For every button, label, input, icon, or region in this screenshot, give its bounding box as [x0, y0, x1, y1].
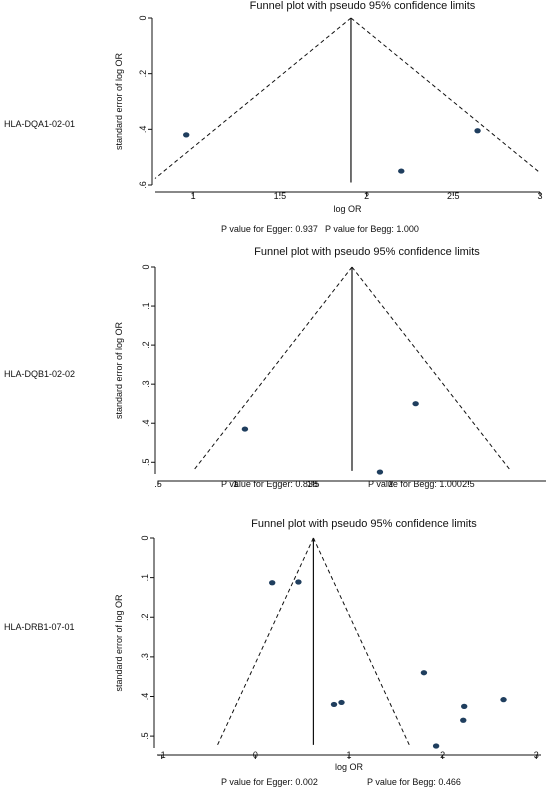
egger-p-value: P value for Egger: 0.937	[221, 224, 318, 234]
y-tick-label: .2	[140, 613, 150, 621]
y-tick-label: .2	[141, 341, 151, 349]
x-tick-label: 2	[440, 750, 445, 760]
row-label: HLA-DQA1-02-01	[4, 119, 75, 129]
y-tick-label: .3	[140, 653, 150, 661]
funnel-left-limit	[192, 266, 353, 472]
begg-p-value: P value for Begg: 1.000	[325, 224, 419, 234]
x-tick-label: 2	[388, 479, 393, 489]
study-point	[420, 670, 428, 676]
x-tick-label: 0	[253, 750, 258, 760]
study-point	[330, 701, 338, 708]
y-tick-label: .2	[138, 70, 148, 78]
chart-title: Funnel plot with pseudo 95% confidence l…	[254, 246, 480, 258]
x-tick-label: 2.5	[447, 191, 460, 201]
study-point	[398, 168, 405, 174]
funnel-left-limit	[217, 537, 314, 746]
y-tick-label: 0	[138, 15, 148, 20]
y-axis-label: standard error of log OR	[114, 321, 124, 419]
study-point	[460, 717, 467, 723]
x-tick-label: 1.5	[274, 191, 287, 201]
y-tick-label: .4	[138, 126, 148, 134]
study-point	[183, 132, 190, 138]
x-axis-label: log OR	[335, 762, 364, 772]
chart-title: Funnel plot with pseudo 95% confidence l…	[251, 518, 477, 530]
y-tick-label: .5	[140, 732, 150, 740]
egger-p-value: P value for Egger: 0.002	[221, 777, 318, 787]
study-point	[461, 703, 468, 709]
x-tick-label: 2	[364, 191, 369, 201]
y-tick-label: .5	[141, 459, 151, 467]
x-tick-label: 1	[191, 191, 196, 201]
x-tick-label: 3	[534, 750, 539, 760]
y-tick-label: 0	[141, 264, 151, 269]
funnel-plot-panel-3	[150, 537, 541, 759]
funnel-right-limit	[351, 266, 512, 472]
x-axis-label: log OR	[333, 204, 362, 214]
y-tick-label: .1	[140, 574, 150, 582]
y-tick-label: .1	[141, 302, 151, 310]
funnel-right-limit	[312, 537, 410, 746]
row-label: HLA-DRB1-07-01	[4, 622, 75, 632]
study-point	[338, 699, 345, 706]
funnel-right-limit	[350, 17, 541, 174]
study-point	[412, 401, 419, 407]
x-tick-label: 1.5	[307, 479, 320, 489]
y-tick-label: .6	[138, 181, 148, 189]
row-label: HLA-DQB1-02-02	[4, 369, 75, 379]
chart-title: Funnel plot with pseudo 95% confidence l…	[250, 0, 476, 12]
x-tick-label: 1	[346, 750, 351, 760]
x-tick-label: .5	[154, 479, 162, 489]
y-tick-label: .4	[140, 693, 150, 701]
x-tick-label: -1	[158, 750, 166, 760]
begg-p-value: P value for Begg: 0.466	[367, 777, 461, 787]
y-tick-label: .4	[141, 419, 151, 427]
begg-p-value: P value for Begg: 1.000	[368, 479, 462, 489]
funnel-plot-panel-2	[151, 266, 546, 485]
study-point	[500, 697, 507, 703]
y-axis-label: standard error of log OR	[114, 594, 124, 692]
y-tick-label: 0	[140, 535, 150, 540]
funnel-left-limit	[154, 17, 352, 179]
study-point	[241, 426, 249, 432]
study-point	[295, 579, 302, 585]
egger-p-value: P value for Egger: 0.838	[221, 479, 318, 489]
x-tick-label: 1	[233, 479, 238, 489]
y-axis-label: standard error of log OR	[114, 52, 124, 150]
funnel-plot-panel-1	[148, 17, 541, 196]
study-point	[432, 743, 440, 749]
study-point	[474, 128, 481, 134]
study-point	[269, 580, 276, 586]
study-point	[376, 469, 384, 475]
x-tick-label: 3	[537, 191, 542, 201]
x-tick-label: 2.5	[462, 479, 475, 489]
y-tick-label: .3	[141, 380, 151, 388]
